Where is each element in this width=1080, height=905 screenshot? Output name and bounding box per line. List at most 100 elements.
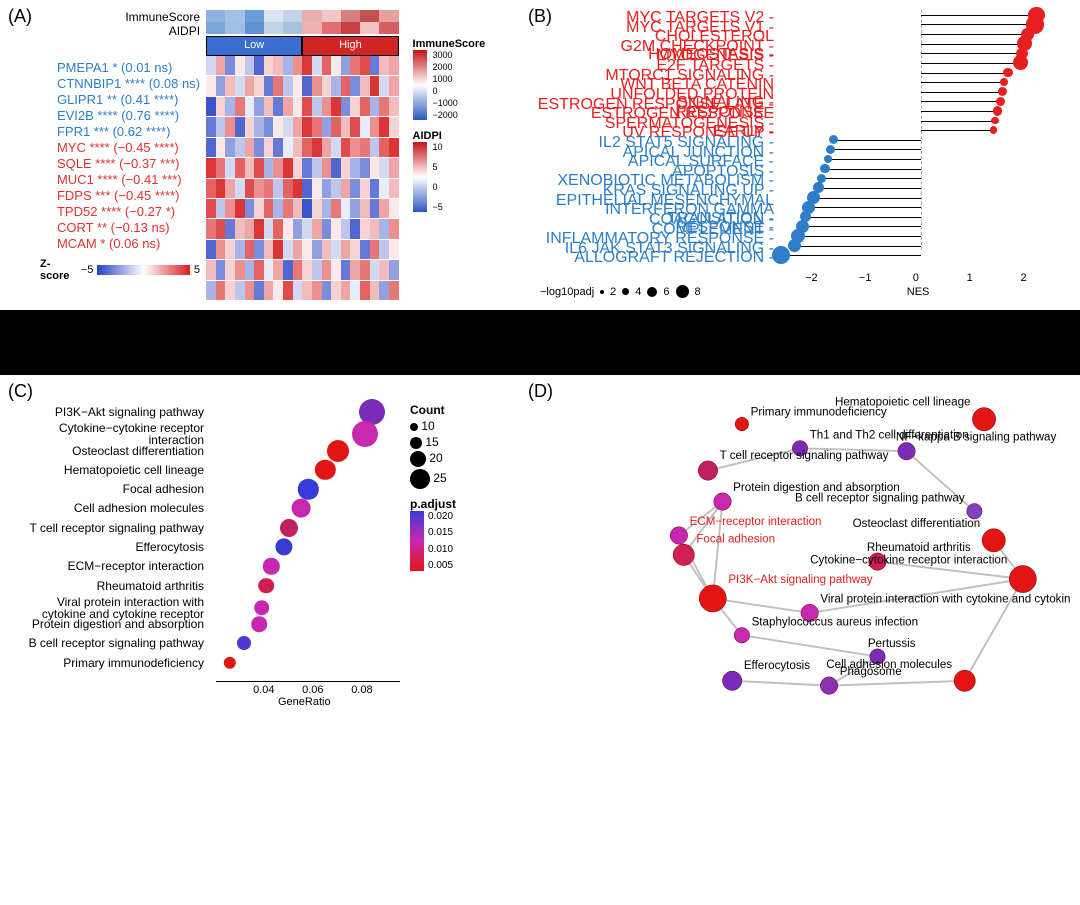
zscore-colorbar [97,265,190,275]
pathway-dot [990,126,998,134]
gene-row-label: EVI2B **** (0.76 ****) [57,108,200,124]
enrich-label: Protein digestion and absorption [10,618,210,630]
legend-aidpi-title: AIDPI [413,130,500,142]
network-node [723,671,742,690]
network-node [714,493,731,510]
enrich-dot [275,538,292,555]
enrich-label: B cell receptor signaling pathway [10,637,210,649]
colorbar-aidpi [413,142,427,212]
gene-row-label: FDPS *** (−0.45 ****) [57,188,200,204]
count-leg-val: 20 [429,451,442,465]
enrich-label: Efferocytosis [10,541,210,553]
xaxis-tick: −2 [805,272,818,284]
enrich-dot [315,460,335,480]
network-node-label: Cytokine−cytokine receptor interaction [810,554,1007,567]
zscore-label: Z-score [40,258,77,282]
network-edge [732,681,829,686]
network-node [982,529,1005,552]
enrich-dot [223,657,235,669]
gene-row-label: PMEPA1 * (0.01 ns) [57,60,200,76]
enrich-dot [327,440,349,462]
separator-black-band [0,310,1080,375]
panel-a-label: (A) [8,6,32,27]
legend-tick: 3000 [433,50,458,60]
pathway-dot [824,155,832,163]
count-leg-title: Count [410,403,510,417]
panel-a-rowlabels: ImmuneScore AIDPI PMEPA1 * (0.01 ns)CTNN… [40,10,206,300]
gene-row-label: MYC **** (−0.45 ****) [57,140,200,156]
pathway-dot [996,97,1005,106]
pathway-label: ALLOGRAFT REJECTION - [537,249,777,267]
panel-a: (A) ImmuneScore AIDPI PMEPA1 * (0.01 ns)… [0,0,520,310]
gene-row-label: CORT ** (−0.13 ns) [57,220,200,236]
network-node [972,408,995,431]
pathway-dot [829,135,838,144]
network-node-label: B cell receptor signaling pathway [795,492,965,505]
gene-row-label: MUC1 **** (−0.41 ***) [57,172,200,188]
panel-b: (B) MYC TARGETS V2 -MYC TARGETS V1 -CHOL… [520,0,1080,310]
enrich-dot [254,600,270,616]
network-node-label: Pertussis [868,637,916,650]
legend-tick: 10 [433,142,443,152]
legend-tick: 0 [433,182,443,192]
enrich-label: Cell adhesion molecules [10,502,210,514]
network-node [735,417,749,431]
legend-tick: 0 [433,86,458,96]
b-size-legend: −log10padj2468 [540,285,701,298]
network-node [954,670,975,691]
pathway-dot [1000,78,1008,86]
pathway-dot [826,145,835,154]
legend-tick: −5 [433,202,443,212]
enrich-label: Hematopoietic cell lineage [10,464,210,476]
colorbar-immune [413,50,427,120]
network-node-label: Staphylococcus aureus infection [752,616,919,629]
network-edge [713,598,810,613]
pathway-dot [991,117,999,125]
network-node-label: Focal adhesion [696,532,775,545]
network-node [699,585,726,612]
row-top: (A) ImmuneScore AIDPI PMEPA1 * (0.01 ns)… [0,0,1080,310]
network-node-label: Cell adhesion molecules [826,658,952,671]
network-node-label: ECM−receptor interaction [690,515,822,528]
enrich-label: ECM−receptor interaction [10,560,210,572]
size-legend-title: −log10padj [540,286,594,298]
enrich-dot [259,578,275,594]
count-leg-val: 10 [421,419,434,433]
network-node [670,527,687,544]
gene-row-label: SQLE **** (−0.37 ***) [57,156,200,172]
gene-row-label: MCAM * (0.06 ns) [57,236,200,252]
legend-tick: 5 [433,162,443,172]
c-xtick: 0.06 [302,684,323,696]
c-legend: Count 10 15 20 25p.adjust0.0200.0150.010… [400,403,510,705]
dotplot: 0.040.060.08GeneRatio PI3K−Akt signaling… [10,403,400,705]
ann-label-aidpi: AIDPI [125,24,200,38]
size-legend-val: 4 [635,286,641,298]
pathway-dot [998,87,1007,96]
enrich-label: Rheumatoid arthritis [10,580,210,592]
gene-row-label: GLIPR1 ** (0.41 ****) [57,92,200,108]
ann-label-immune: ImmuneScore [125,10,200,24]
c-xlabel: GeneRatio [278,696,331,708]
size-legend-val: 8 [695,286,701,298]
padj-tick: 0.005 [428,560,453,571]
pathway-dot [772,246,790,264]
row-bottom: (C) 0.040.060.08GeneRatio PI3K−Akt signa… [0,375,1080,715]
c-xtick: 0.08 [351,684,372,696]
panel-d-network: Primary immunodeficiencyHematopoietic ce… [530,395,1070,705]
network-node [1009,566,1036,593]
network-edge [742,635,878,656]
gene-row-label: TPD52 **** (−0.27 *) [57,204,200,220]
gene-row-label: FPR1 *** (0.62 ****) [57,124,200,140]
figure-composite: (A) ImmuneScore AIDPI PMEPA1 * (0.01 ns)… [0,0,1080,715]
pathway-dot [1003,68,1012,77]
network-node-label: PI3K−Akt signaling pathway [728,573,872,586]
ann-row-immune [206,10,398,22]
zscore-tick: −5 [81,264,94,276]
legend-tick: 1000 [433,74,458,84]
panel-b-content: MYC TARGETS V2 -MYC TARGETS V1 -CHOLESTE… [530,10,1060,300]
network-node-label: NF−kappa B signaling pathway [896,431,1057,444]
gene-row-label: CTNNBIP1 **** (0.08 ns) [57,76,200,92]
pathway-dot [993,106,1002,115]
legend-immune-title: ImmuneScore [413,38,500,50]
enrich-dot [291,499,310,518]
